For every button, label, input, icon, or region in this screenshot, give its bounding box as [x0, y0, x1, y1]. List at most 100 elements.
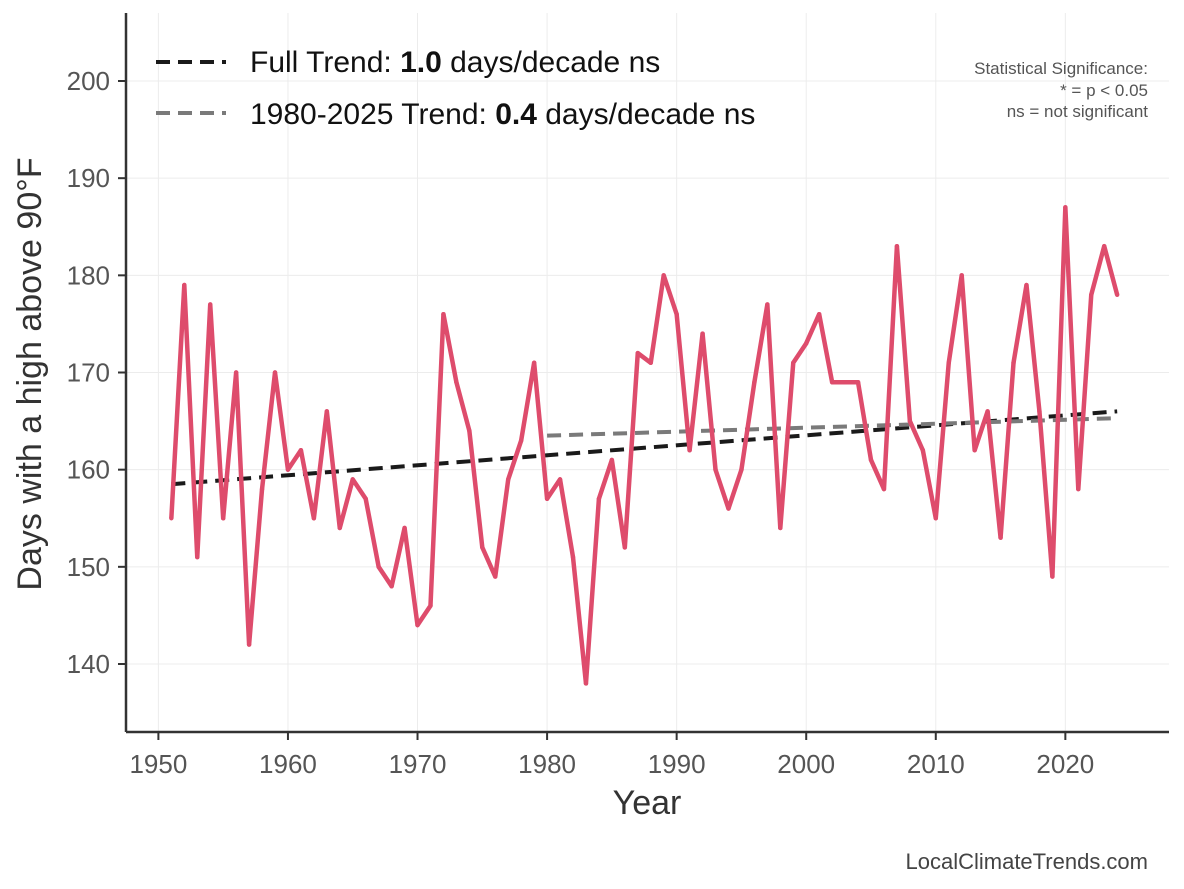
data-point [182, 282, 187, 288]
data-point [376, 564, 381, 570]
grid [126, 13, 1169, 732]
legend-label-1980-trend: 1980-2025 Trend: 0.4 days/decade ns [250, 98, 755, 131]
data-point [596, 496, 602, 502]
data-point [285, 467, 291, 472]
data-point [441, 312, 446, 317]
data-point [1114, 292, 1120, 297]
data-point [428, 603, 433, 608]
data-point [959, 273, 964, 278]
data-point [311, 516, 317, 521]
data-point [337, 525, 342, 531]
y-tick-label: 180 [67, 260, 110, 290]
data-point [804, 341, 809, 346]
x-tick-label: 1980 [518, 749, 576, 779]
legend-label-full-trend: Full Trend: 1.0 days/decade ns [250, 46, 660, 79]
significance-note-line: ns = not significant [1007, 102, 1149, 121]
data-point [855, 380, 861, 385]
data-point [557, 477, 563, 482]
data-point [454, 380, 459, 385]
x-tick-label: 2010 [907, 749, 965, 779]
data-point [246, 642, 252, 647]
data-point [363, 496, 368, 502]
data-point [480, 545, 485, 550]
data-point [933, 516, 938, 521]
data-point [661, 273, 666, 278]
x-axis-label: Year [613, 784, 682, 822]
series-lines [169, 205, 1120, 686]
x-tick-label: 1970 [389, 749, 447, 779]
data-point [765, 302, 770, 307]
data-point [389, 584, 394, 589]
data-point [1050, 574, 1055, 579]
data-point [972, 448, 977, 453]
data-point [907, 418, 913, 424]
legend: Full Trend: 1.0 days/decade ns 1980-2025… [156, 46, 755, 131]
x-ticks: 1950 1960 1970 1980 1990 2000 2010 2020 [129, 732, 1094, 779]
x-tick-label: 2020 [1036, 749, 1094, 779]
data-point [220, 516, 226, 521]
y-tick-label: 140 [67, 649, 110, 679]
data-point [1063, 205, 1068, 210]
data-points [169, 205, 1120, 686]
series-line [169, 205, 1120, 686]
trend-line-full [171, 409, 1118, 487]
data-point [778, 525, 783, 531]
data-point [544, 496, 550, 502]
data-point [622, 545, 628, 550]
credit-text: LocalClimateTrends.com [906, 849, 1149, 874]
data-point [531, 360, 537, 365]
y-tick-label: 160 [67, 455, 110, 485]
data-point [868, 457, 874, 463]
data-point [518, 438, 524, 443]
data-point [415, 622, 420, 628]
data-point [324, 409, 330, 414]
significance-note-line: * = p < 0.05 [1060, 81, 1148, 100]
data-point [1076, 486, 1081, 492]
data-point [208, 302, 213, 307]
data-point [674, 312, 679, 317]
significance-note-line: Statistical Significance: [974, 59, 1148, 78]
significance-note: Statistical Significance: * = p < 0.05 n… [974, 59, 1148, 121]
data-point [829, 380, 835, 385]
data-point [739, 467, 744, 472]
y-tick-label: 150 [67, 552, 110, 582]
data-point [998, 535, 1003, 540]
data-point [946, 360, 951, 365]
data-point [493, 574, 498, 579]
data-point [791, 360, 796, 365]
x-tick-label: 1960 [259, 749, 317, 779]
data-point [583, 681, 589, 686]
data-point [816, 312, 822, 317]
data-point [570, 554, 576, 560]
data-point [1024, 282, 1029, 288]
data-point [195, 554, 200, 560]
data-point [842, 380, 848, 385]
x-tick-label: 1950 [129, 749, 187, 779]
data-point [272, 370, 278, 375]
data-point [1102, 243, 1107, 249]
y-tick-label: 170 [67, 358, 110, 388]
data-point [920, 448, 926, 453]
data-point [894, 243, 900, 249]
data-point [881, 486, 887, 492]
trend-lines [171, 409, 1118, 487]
data-point [402, 525, 407, 531]
data-point [1037, 409, 1042, 414]
data-point [700, 331, 705, 336]
data-point [1011, 360, 1016, 365]
data-point [298, 448, 304, 453]
data-point [467, 428, 472, 433]
y-tick-label: 200 [67, 66, 110, 96]
data-point [1089, 292, 1094, 297]
y-axis-label: Days with a high above 90°F [11, 157, 49, 590]
data-point [259, 486, 265, 492]
x-tick-label: 2000 [777, 749, 835, 779]
trend-line-1980-2025 [547, 416, 1118, 438]
data-point [350, 477, 355, 482]
data-point [233, 370, 239, 375]
data-point [648, 360, 653, 365]
y-tick-label: 190 [67, 163, 110, 193]
x-tick-label: 1990 [648, 749, 706, 779]
data-point [726, 506, 731, 511]
